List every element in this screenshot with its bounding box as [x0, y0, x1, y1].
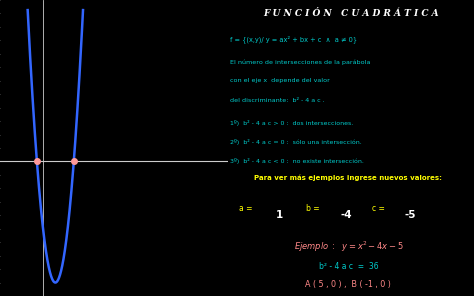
Text: con el eje x  depende del valor: con el eje x depende del valor: [230, 78, 330, 83]
Text: b² - 4 a c  =  36: b² - 4 a c = 36: [319, 262, 378, 271]
Text: del discriminante:  b² - 4 a c .: del discriminante: b² - 4 a c .: [230, 98, 325, 103]
Text: El número de intersecciones de la parábola: El número de intersecciones de la parábo…: [230, 59, 370, 65]
Text: c =: c =: [372, 204, 387, 213]
Text: $\mathit{Ejemplo}$ $:$  $y = x^2 - 4x - 5$: $\mathit{Ejemplo}$ $:$ $y = x^2 - 4x - 5…: [293, 240, 403, 254]
Text: -4: -4: [340, 210, 352, 220]
Text: f = {(x,y)/ y = ax² + bx + c  ∧  a ≠ 0}: f = {(x,y)/ y = ax² + bx + c ∧ a ≠ 0}: [230, 36, 357, 43]
Text: -5: -5: [404, 210, 416, 220]
Text: F U N C I Ó N   C U A D R Á T I C A: F U N C I Ó N C U A D R Á T I C A: [263, 9, 438, 18]
Text: 1º)  b² - 4 a c > 0 :  dos intersecciones.: 1º) b² - 4 a c > 0 : dos intersecciones.: [230, 120, 353, 126]
Text: 2º)  b² - 4 a c = 0 :  sólo una intersección.: 2º) b² - 4 a c = 0 : sólo una intersecci…: [230, 139, 362, 145]
Text: b =: b =: [306, 204, 322, 213]
Text: Para ver más ejemplos ingrese nuevos valores:: Para ver más ejemplos ingrese nuevos val…: [255, 175, 442, 181]
Text: 1: 1: [276, 210, 283, 220]
Text: A ( 5 , 0 ) ,  B ( -1 , 0 ): A ( 5 , 0 ) , B ( -1 , 0 ): [305, 280, 392, 289]
Text: a =: a =: [239, 204, 255, 213]
Text: 3º)  b² - 4 a c < 0 :  no existe intersección.: 3º) b² - 4 a c < 0 : no existe intersecc…: [230, 158, 364, 164]
